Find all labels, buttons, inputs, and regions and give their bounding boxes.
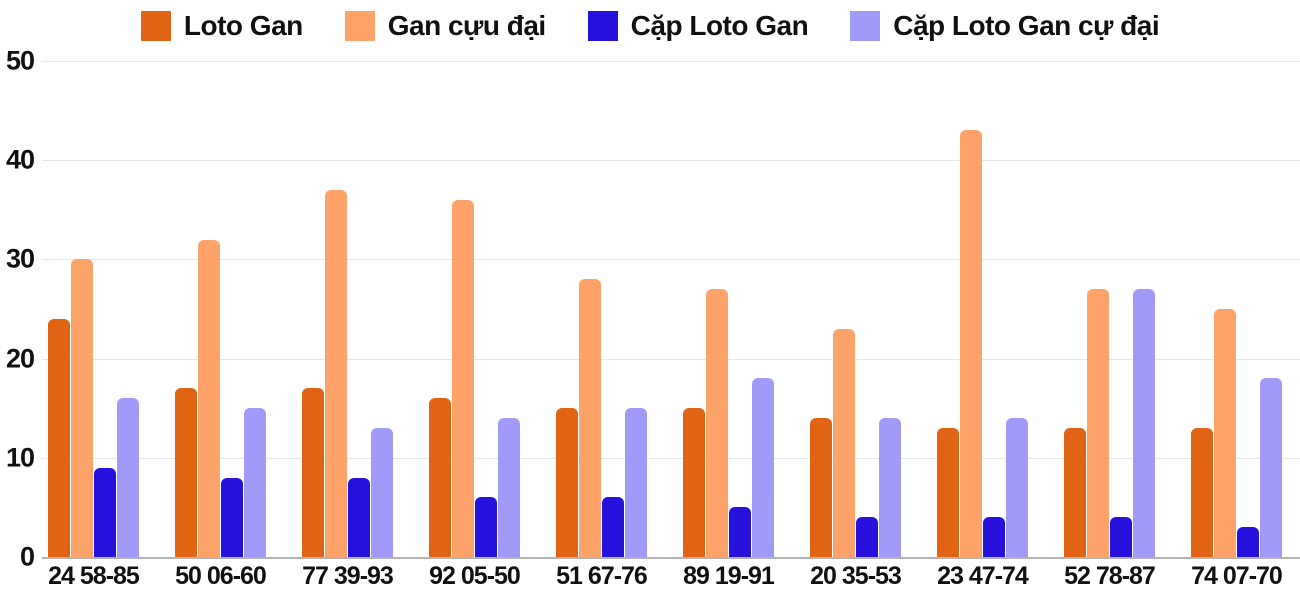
legend-item-3: Cặp Loto Gan cự đại xyxy=(850,10,1160,42)
bar xyxy=(475,497,497,557)
bar xyxy=(1006,418,1028,557)
bar xyxy=(625,408,647,557)
x-axis-label: 51 67-76 xyxy=(556,562,648,590)
x-axis-label: 89 19-91 xyxy=(683,562,775,590)
bar xyxy=(706,289,728,557)
y-tick-label: 40 xyxy=(5,144,35,175)
legend-label: Gan cựu đại xyxy=(387,10,546,41)
legend-item-2: Cặp Loto Gan xyxy=(587,10,809,42)
bar-groups xyxy=(30,61,1300,557)
bar-group xyxy=(1046,61,1173,557)
bar xyxy=(1110,517,1132,557)
bar xyxy=(833,329,855,557)
bar xyxy=(117,398,139,557)
bar xyxy=(244,408,266,557)
x-axis-label: 52 78-87 xyxy=(1064,562,1156,590)
x-axis-label: 77 39-93 xyxy=(302,562,394,590)
bar-group xyxy=(919,61,1046,557)
legend-item-0: Loto Gan xyxy=(140,10,303,42)
bar-group xyxy=(538,61,665,557)
legend-swatch-icon xyxy=(850,11,881,41)
x-axis-label: 74 07-70 xyxy=(1191,562,1283,590)
bar-group xyxy=(30,61,157,557)
bar xyxy=(371,428,393,557)
bar-group xyxy=(411,61,538,557)
bar xyxy=(1087,289,1109,557)
bar xyxy=(498,418,520,557)
y-tick-label: 0 xyxy=(19,541,35,572)
y-tick-label: 50 xyxy=(5,45,35,76)
bar xyxy=(325,190,347,557)
bar xyxy=(1214,309,1236,557)
bar-group xyxy=(1173,61,1300,557)
x-axis-line xyxy=(42,557,1300,559)
y-tick-label: 10 xyxy=(5,442,35,473)
bar xyxy=(1133,289,1155,557)
x-axis-labels: 24 58-85 50 06-60 77 39-93 92 05-50 51 67-76… xyxy=(30,562,1300,591)
legend-label: Loto Gan xyxy=(183,10,303,41)
bar-group xyxy=(665,61,792,557)
bar xyxy=(429,398,451,557)
bar xyxy=(810,418,832,557)
y-tick-label: 20 xyxy=(5,343,35,374)
legend-label: Cặp Loto Gan cự đại xyxy=(893,10,1160,41)
gridline xyxy=(42,160,1300,162)
bar xyxy=(556,408,578,557)
plot-area xyxy=(42,61,1300,559)
bar xyxy=(856,517,878,557)
bar xyxy=(302,388,324,557)
x-axis-label: 50 06-60 xyxy=(175,562,267,590)
bar xyxy=(452,200,474,557)
bar xyxy=(729,507,751,557)
gridline xyxy=(42,61,1300,62)
gridline xyxy=(42,457,1300,459)
bar xyxy=(1191,428,1213,557)
bar xyxy=(683,408,705,557)
bar xyxy=(1260,378,1282,557)
bar xyxy=(348,478,370,557)
legend: Loto Gan Gan cựu đại Cặp Loto Gan Cặp Loto … xyxy=(0,6,1300,46)
legend-swatch-icon xyxy=(344,11,375,41)
bar-group xyxy=(157,61,284,557)
legend-item-1: Gan cựu đại xyxy=(344,10,546,42)
bar xyxy=(602,497,624,557)
bar-group xyxy=(792,61,919,557)
bar-group xyxy=(284,61,411,557)
bar xyxy=(198,240,220,557)
legend-swatch-icon xyxy=(587,11,618,41)
bar xyxy=(752,378,774,557)
legend-swatch-icon xyxy=(140,11,171,41)
gridline xyxy=(42,259,1300,261)
bar xyxy=(960,130,982,557)
bar xyxy=(94,468,116,557)
gridline xyxy=(42,358,1300,360)
bar xyxy=(1237,527,1259,557)
bar xyxy=(983,517,1005,557)
x-axis-label: 92 05-50 xyxy=(429,562,521,590)
bar xyxy=(879,418,901,557)
bar xyxy=(175,388,197,557)
y-tick-label: 30 xyxy=(5,243,35,274)
bar xyxy=(71,259,93,557)
bar xyxy=(937,428,959,557)
y-axis-labels: 0 10 20 30 40 50 xyxy=(0,47,35,570)
bar xyxy=(48,319,70,557)
x-axis-label: 20 35-53 xyxy=(810,562,902,590)
x-axis-label: 23 47-74 xyxy=(937,562,1029,590)
bar xyxy=(1064,428,1086,557)
bar xyxy=(221,478,243,557)
legend-label: Cặp Loto Gan xyxy=(630,10,809,41)
bar xyxy=(579,279,601,557)
x-axis-label: 24 58-85 xyxy=(48,562,140,590)
